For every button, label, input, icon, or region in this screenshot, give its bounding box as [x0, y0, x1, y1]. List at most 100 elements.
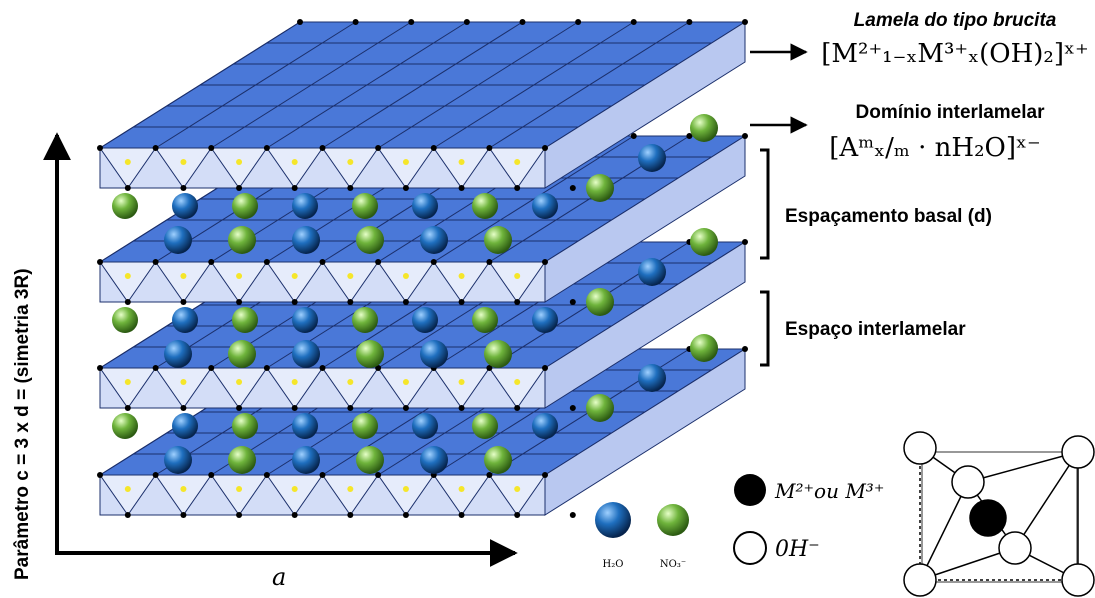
oh-dot [514, 299, 520, 305]
oh-dot [570, 185, 576, 191]
oh-dot [153, 472, 159, 478]
oh-dot [292, 185, 298, 191]
metal-dot [236, 273, 242, 279]
ball [484, 446, 512, 474]
oh-dot [403, 405, 409, 411]
oh-dot [320, 365, 326, 371]
oh-dot [347, 299, 353, 305]
ball [164, 340, 192, 368]
oh-dot [208, 365, 214, 371]
oh-dot [514, 512, 520, 518]
oh-dot [459, 185, 465, 191]
nitrate-ball [657, 504, 689, 536]
oh-dot [320, 259, 326, 265]
oh-dot [292, 512, 298, 518]
metal-dot [347, 486, 353, 492]
ball [638, 258, 666, 286]
oh-dot [542, 259, 548, 265]
oh-dot [320, 145, 326, 151]
ball [586, 288, 614, 316]
oh-dot [431, 145, 437, 151]
ball [232, 307, 258, 333]
oh-dot [375, 259, 381, 265]
interlayer-title: Domínio interlamelar [856, 102, 1046, 123]
ball [472, 307, 498, 333]
ball [586, 174, 614, 202]
oh-dot [180, 405, 186, 411]
metal-dot [347, 159, 353, 165]
ball [172, 193, 198, 219]
oh-dot [542, 472, 548, 478]
oh-dot [542, 145, 548, 151]
ball [228, 226, 256, 254]
metal-dot [180, 379, 186, 385]
bracket [760, 292, 768, 365]
ball [172, 307, 198, 333]
metal-dot [459, 273, 465, 279]
oh-dot [570, 405, 576, 411]
ball [638, 364, 666, 392]
metal-dot [514, 159, 520, 165]
metal-dot [236, 159, 242, 165]
ball [586, 394, 614, 422]
metal-dot [125, 159, 131, 165]
ball [484, 226, 512, 254]
oh-dot [180, 185, 186, 191]
ball [228, 446, 256, 474]
oh-dot [264, 472, 270, 478]
ball [532, 413, 558, 439]
oh-dot [153, 259, 159, 265]
ball [420, 446, 448, 474]
ball [532, 193, 558, 219]
oh-dot [742, 239, 748, 245]
metal-dot [514, 273, 520, 279]
oh-dot [486, 472, 492, 478]
ball [292, 340, 320, 368]
oh-dot [464, 19, 470, 25]
metal-dot [403, 486, 409, 492]
brucite-formula: [M²⁺₁₋ₓM³⁺ₓ(OH)₂]ˣ⁺ [821, 39, 1088, 69]
oh-dot [320, 472, 326, 478]
oh-dot [180, 512, 186, 518]
oh-dot [236, 185, 242, 191]
metal-dot [292, 379, 298, 385]
metal-dot [292, 159, 298, 165]
oh-dot [353, 19, 359, 25]
oh-dot [403, 299, 409, 305]
metal-dot [459, 486, 465, 492]
ball [484, 340, 512, 368]
oh-dot [686, 19, 692, 25]
oh-dot [208, 472, 214, 478]
ball [228, 340, 256, 368]
layered-structure [97, 19, 748, 518]
ball [356, 226, 384, 254]
oh-dot [570, 299, 576, 305]
ball [232, 193, 258, 219]
oh-dot [514, 405, 520, 411]
ball [420, 226, 448, 254]
oh-dot [486, 145, 492, 151]
oh-dot [403, 512, 409, 518]
metal-dot [514, 486, 520, 492]
ball [112, 193, 138, 219]
oh-dot [403, 185, 409, 191]
oh-dot [125, 299, 131, 305]
oh-dot [236, 299, 242, 305]
oh-dot [542, 365, 548, 371]
oh-dot [153, 365, 159, 371]
oh-dot [297, 19, 303, 25]
water-ball [595, 502, 631, 538]
oh-dot [97, 472, 103, 478]
oh-dot [125, 185, 131, 191]
diagram: Parâmetro c = 3 x d = (simetria 3R) a La… [0, 0, 1095, 598]
oh-dot [570, 512, 576, 518]
oh-dot [97, 145, 103, 151]
oh-dot [431, 259, 437, 265]
ball [638, 144, 666, 172]
oh-dot [180, 299, 186, 305]
hydroxide-label: 0H⁻ [775, 537, 820, 562]
ball [472, 193, 498, 219]
ball [112, 413, 138, 439]
oh-dot [292, 405, 298, 411]
c-axis-label: Parâmetro c = 3 x d = (simetria 3R) [12, 268, 33, 580]
